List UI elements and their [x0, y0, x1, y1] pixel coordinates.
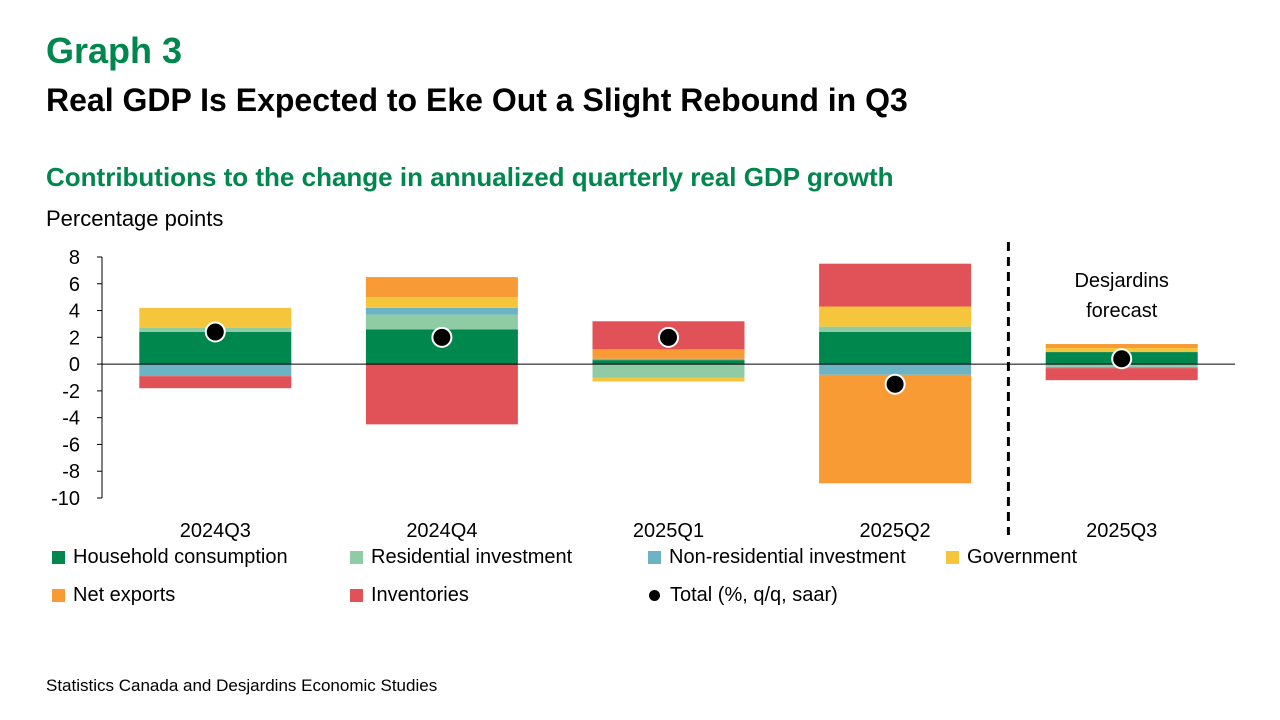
legend-swatch	[52, 551, 65, 564]
y-tick-label: 8	[69, 247, 80, 269]
total-dot	[658, 326, 679, 348]
y-tick-label: -6	[62, 434, 80, 456]
source-note: Statistics Canada and Desjardins Economi…	[46, 676, 438, 695]
y-tick-label: -10	[51, 488, 80, 510]
bar-segment-net-exports	[365, 277, 518, 298]
legend-label: Household consumption	[73, 546, 288, 568]
total-dot	[431, 326, 453, 348]
y-axis-units: Percentage points	[46, 206, 224, 231]
bar-segment-government	[365, 297, 518, 308]
bar-segment-inventories	[365, 364, 518, 425]
chart-subtitle: Contributions to the change in annualize…	[46, 162, 894, 192]
x-tick-label: 2024Q4	[406, 520, 477, 542]
legend-dot-icon	[649, 590, 660, 601]
forecast-annotation: Desjardins	[1074, 270, 1168, 292]
bar-segment-non-residential-investment	[592, 358, 745, 361]
legend-swatch	[350, 589, 363, 602]
legend-label: Total (%, q/q, saar)	[670, 584, 838, 606]
y-tick-label: -2	[62, 381, 80, 403]
legend-item-net-exports: Net exports	[52, 584, 175, 607]
total-dot	[884, 373, 906, 395]
legend-label: Net exports	[73, 584, 176, 606]
legend-swatch	[648, 551, 661, 564]
forecast-annotation: forecast	[1086, 300, 1158, 322]
legend-item-inventories: Inventories	[350, 584, 469, 607]
total-dot	[204, 321, 226, 343]
total-dot	[1111, 348, 1133, 370]
graph-label: Graph 3	[46, 30, 183, 71]
legend-item-household-consumption: Household consumption	[52, 546, 288, 569]
x-tick-label: 2025Q2	[860, 520, 931, 542]
y-tick-label: 2	[69, 327, 80, 349]
bar-segment-inventories	[139, 376, 292, 389]
bar-segment-non-residential-investment	[139, 364, 292, 377]
bar-segment-net-exports	[592, 349, 745, 359]
x-tick-label: 2025Q1	[633, 520, 704, 542]
y-tick-label: 4	[69, 301, 80, 323]
legend-label: Inventories	[371, 584, 469, 606]
x-tick-label: 2024Q3	[180, 520, 251, 542]
bar-segment-inventories	[819, 263, 972, 307]
legend-label: Non-residential investment	[669, 546, 906, 568]
legend-label: Government	[967, 546, 1078, 568]
bar-segment-residential-investment	[819, 326, 972, 332]
legend-item-residential-investment: Residential investment	[350, 546, 572, 569]
y-tick-label: -4	[62, 408, 80, 430]
legend-swatch	[350, 551, 363, 564]
bar-segment-government	[139, 307, 292, 328]
chart-title: Real GDP Is Expected to Eke Out a Slight…	[46, 82, 908, 118]
bar-segment-household-consumption	[819, 331, 972, 365]
legend-swatch	[946, 551, 959, 564]
bar-segment-inventories	[1045, 368, 1198, 381]
legend-item-government: Government	[946, 546, 1077, 569]
legend-swatch	[52, 589, 65, 602]
x-tick-label: 2025Q3	[1086, 520, 1157, 542]
y-tick-label: 6	[69, 274, 80, 296]
bar-segment-residential-investment	[592, 364, 745, 378]
legend: Household consumption Residential invest…	[52, 546, 1202, 626]
bar-segment-residential-investment	[365, 314, 518, 330]
y-tick-label: -8	[62, 461, 80, 483]
legend-label: Residential investment	[371, 546, 573, 568]
bar-segment-household-consumption	[592, 360, 745, 365]
bar-segment-non-residential-investment	[365, 307, 518, 315]
legend-item-total: Total (%, q/q, saar)	[648, 584, 838, 607]
bar-segment-government	[819, 306, 972, 327]
y-tick-label: 0	[69, 354, 80, 376]
bar-segment-net-exports	[1045, 344, 1198, 349]
bar-segment-government	[592, 377, 745, 382]
legend-item-non-residential-investment: Non-residential investment	[648, 546, 906, 569]
bar-segment-non-residential-investment	[819, 364, 972, 375]
